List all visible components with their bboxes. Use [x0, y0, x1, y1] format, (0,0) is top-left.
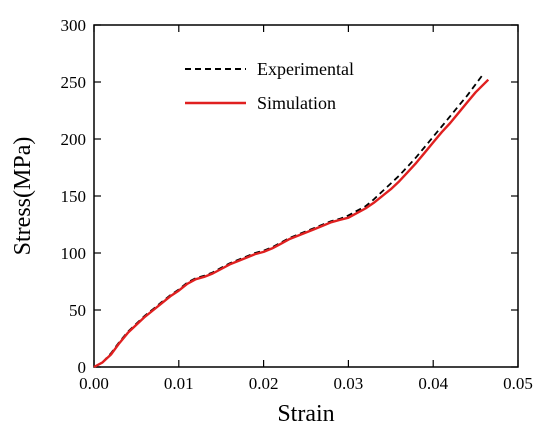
y-tick-label: 300 [61, 16, 87, 35]
y-tick-label: 150 [61, 187, 87, 206]
y-tick-label: 250 [61, 73, 87, 92]
y-tick-label: 200 [61, 130, 87, 149]
x-tick-label: 0.02 [249, 374, 279, 393]
x-tick-label: 0.00 [79, 374, 109, 393]
x-axis-ticks: 0.00 0.01 0.02 0.03 0.04 0.05 [79, 25, 533, 393]
series-line-experimental [93, 72, 485, 368]
y-axis-title: Stress(MPa) [10, 137, 36, 256]
x-tick-label: 0.04 [418, 374, 448, 393]
x-tick-label: 0.01 [164, 374, 194, 393]
y-tick-label: 0 [78, 358, 87, 377]
legend-label-experimental: Experimental [257, 59, 354, 79]
y-tick-label: 100 [61, 244, 87, 263]
legend: Experimental Simulation [185, 59, 354, 113]
x-tick-label: 0.05 [503, 374, 533, 393]
series-layer [93, 72, 490, 369]
y-axis-ticks: 0 50 100 150 200 250 300 [61, 16, 518, 377]
series-line-simulation [93, 78, 490, 369]
legend-label-simulation: Simulation [257, 93, 336, 113]
x-axis-title: Strain [277, 401, 334, 427]
y-tick-label: 50 [69, 301, 86, 320]
x-tick-label: 0.03 [334, 374, 364, 393]
